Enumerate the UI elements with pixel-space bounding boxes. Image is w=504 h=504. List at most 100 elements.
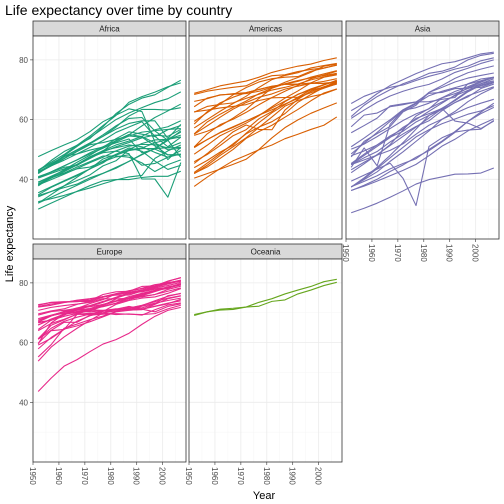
x-tick-label: 2000 — [314, 467, 323, 485]
x-axis-asia: 1950 1960 1970 1980 1990 2000 — [341, 239, 480, 262]
x-axis-europe: 1950 1960 1970 1980 1990 2000 — [28, 462, 167, 485]
series-line-americas-15 — [193, 70, 337, 148]
facet-panels: Africa 40 60 80 Americas Asia 1950 1960 1970 1980… — [19, 20, 500, 485]
x-axis-title: Year — [253, 490, 276, 502]
series-line-europe-25 — [38, 277, 181, 315]
series-line-africa-18 — [37, 107, 181, 173]
series-line-africa-16 — [37, 136, 181, 198]
series-line-americas-21 — [194, 64, 337, 96]
panel-oceania: Oceania 1950 1960 1970 1980 1990 2000 — [184, 243, 343, 485]
y-tick-label: 40 — [19, 175, 28, 184]
series-group-europe — [37, 276, 182, 392]
series-line-americas-13 — [193, 88, 337, 175]
y-tick-label: 40 — [19, 398, 28, 407]
series-line-asia-20 — [350, 76, 495, 165]
series-line-oceania-1 — [194, 281, 337, 316]
series-line-asia-24 — [350, 82, 495, 128]
x-tick-label: 1960 — [367, 244, 376, 262]
x-tick-label: 1980 — [262, 467, 271, 485]
series-line-americas-18 — [194, 79, 338, 113]
plot-area-oceania — [189, 259, 342, 462]
y-axis-africa: 40 60 80 — [19, 56, 33, 184]
panel-border-africa — [32, 35, 187, 240]
x-tick-label: 1950 — [184, 467, 193, 485]
series-line-americas-10 — [193, 83, 337, 164]
series-line-africa-23 — [37, 121, 182, 173]
series-line-americas-9 — [193, 74, 337, 155]
series-line-americas-12 — [193, 116, 338, 187]
x-tick-label: 2000 — [158, 467, 167, 485]
series-line-asia-13 — [350, 76, 494, 150]
series-line-africa-25 — [37, 79, 182, 172]
gridlines-asia — [345, 36, 499, 239]
series-line-americas-8 — [193, 82, 337, 163]
series-line-americas-7 — [193, 64, 337, 122]
series-line-asia-0 — [351, 167, 495, 214]
gridlines-oceania — [188, 259, 342, 462]
x-tick-label: 1970 — [393, 244, 402, 262]
series-line-europe-26 — [37, 306, 181, 392]
y-tick-label: 60 — [19, 116, 28, 125]
x-tick-label: 1970 — [236, 467, 245, 485]
strip-label-asia: Asia — [415, 25, 431, 34]
panel-asia: Asia 1950 1960 1970 1980 1990 2000 — [341, 20, 500, 262]
y-tick-label: 80 — [19, 279, 28, 288]
panel-border-oceania — [188, 258, 343, 463]
series-line-americas-22 — [194, 70, 337, 102]
x-tick-label: 1990 — [288, 467, 297, 485]
strip-label-americas: Americas — [249, 25, 282, 34]
x-tick-label: 1960 — [54, 467, 63, 485]
series-line-asia-11 — [350, 51, 494, 112]
panel-americas: Americas — [188, 20, 343, 240]
series-line-asia-23 — [350, 59, 494, 119]
plot-area-africa — [33, 36, 186, 239]
y-tick-label: 60 — [19, 339, 28, 348]
strip-label-africa: Africa — [99, 25, 120, 34]
series-line-asia-7 — [350, 87, 495, 188]
series-group-americas — [193, 57, 338, 187]
series-line-africa-8 — [37, 143, 181, 186]
series-line-asia-5 — [350, 52, 494, 118]
series-line-asia-21 — [350, 98, 494, 166]
y-axis-europe: 40 60 80 — [19, 279, 33, 407]
series-line-africa-17 — [38, 120, 182, 178]
panel-europe: Europe 40 60 80 1950 1960 1970 1980 1990 2000 — [19, 243, 187, 485]
strip-label-europe: Europe — [97, 248, 123, 257]
x-axis-oceania: 1950 1960 1970 1980 1990 2000 — [184, 462, 323, 485]
series-line-europe-20 — [37, 288, 182, 344]
panel-border-europe — [32, 258, 187, 463]
series-line-europe-19 — [37, 295, 181, 340]
series-line-africa-22 — [37, 130, 182, 204]
series-line-europe-22 — [37, 300, 181, 350]
series-line-africa-13 — [37, 134, 181, 196]
x-tick-label: 1980 — [106, 467, 115, 485]
x-tick-label: 1990 — [132, 467, 141, 485]
series-line-africa-27 — [37, 150, 182, 198]
series-group-oceania — [194, 278, 337, 316]
chart-title: Life expectancy over time by country — [5, 2, 232, 18]
strip-label-oceania: Oceania — [251, 248, 281, 257]
series-line-asia-10 — [350, 57, 494, 104]
series-line-asia-22 — [350, 81, 494, 188]
panel-africa: Africa 40 60 80 — [19, 20, 187, 240]
series-line-asia-16 — [350, 76, 494, 155]
x-tick-label: 2000 — [471, 244, 480, 262]
series-line-americas-3 — [194, 57, 337, 94]
series-line-africa-1 — [37, 170, 182, 210]
series-line-americas-19 — [193, 83, 337, 169]
series-group-africa — [37, 79, 182, 210]
x-tick-label: 1980 — [419, 244, 428, 262]
series-line-asia-6 — [350, 105, 495, 188]
series-line-americas-17 — [193, 72, 337, 135]
series-line-europe-3 — [37, 297, 181, 362]
series-line-americas-16 — [193, 80, 338, 173]
x-tick-label: 1960 — [210, 467, 219, 485]
x-tick-label: 1990 — [445, 244, 454, 262]
panel-border-asia — [345, 35, 500, 240]
series-line-asia-25 — [350, 83, 494, 157]
series-line-africa-6 — [37, 133, 181, 185]
series-line-africa-20 — [38, 144, 182, 203]
series-line-americas-23 — [193, 78, 337, 135]
y-tick-label: 80 — [19, 56, 28, 65]
